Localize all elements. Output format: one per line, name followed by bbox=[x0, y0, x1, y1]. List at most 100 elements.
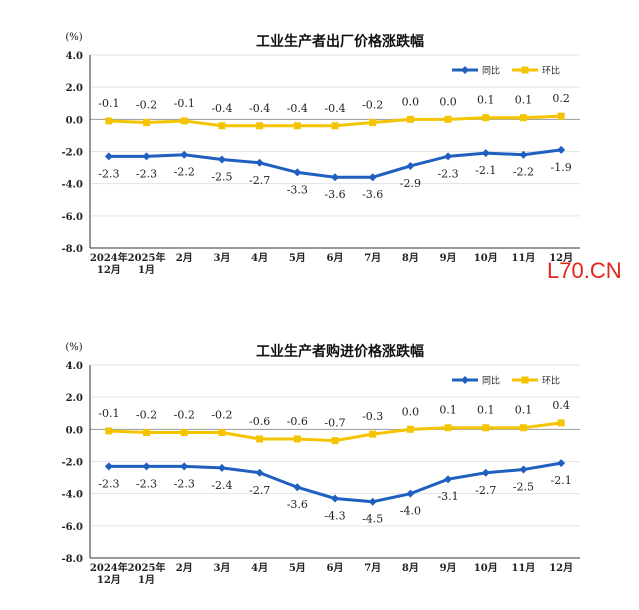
data-label-yoy: -2.7 bbox=[249, 484, 270, 497]
x-tick-label: 2025年 bbox=[128, 251, 166, 264]
x-tick-label: 1月 bbox=[138, 574, 155, 586]
series-marker-yoy bbox=[519, 465, 528, 474]
series-marker-mom bbox=[406, 425, 414, 433]
data-label-yoy: -2.1 bbox=[551, 474, 572, 487]
x-tick-label: 7月 bbox=[364, 252, 381, 264]
data-label-yoy: -2.5 bbox=[513, 481, 534, 494]
y-tick-label: 2.0 bbox=[66, 83, 83, 94]
data-label-mom: -0.4 bbox=[324, 102, 345, 115]
data-label-mom: 0.1 bbox=[515, 94, 533, 107]
y-tick-label: 0.0 bbox=[66, 115, 83, 126]
series-marker-yoy bbox=[255, 468, 264, 477]
data-label-yoy: -3.6 bbox=[324, 188, 345, 201]
x-tick-label: 2024年 bbox=[90, 251, 128, 264]
data-label-mom: -0.3 bbox=[362, 410, 383, 423]
data-label-yoy: -2.7 bbox=[475, 484, 496, 497]
y-tick-label: -4.0 bbox=[61, 490, 83, 501]
legend-label-mom: 环比 bbox=[542, 375, 560, 387]
y-tick-label: -8.0 bbox=[61, 244, 83, 255]
series-marker-mom bbox=[180, 117, 188, 125]
x-tick-label: 11月 bbox=[512, 252, 536, 264]
series-marker-mom bbox=[557, 112, 565, 120]
series-marker-mom bbox=[256, 122, 264, 130]
data-label-yoy: -3.6 bbox=[362, 188, 383, 201]
x-tick-label: 12月 bbox=[97, 264, 121, 276]
data-label-mom: -0.2 bbox=[211, 409, 232, 422]
y-tick-label: -6.0 bbox=[61, 212, 83, 223]
x-tick-label: 9月 bbox=[440, 562, 457, 574]
series-marker-yoy bbox=[406, 161, 415, 170]
x-tick-label: 5月 bbox=[289, 252, 306, 264]
y-unit-label: (%) bbox=[65, 32, 82, 43]
y-tick-label: 0.0 bbox=[66, 425, 83, 436]
x-tick-label: 12月 bbox=[549, 562, 573, 574]
data-label-yoy: -2.2 bbox=[174, 166, 195, 179]
series-marker-yoy bbox=[180, 150, 189, 159]
series-marker-yoy bbox=[444, 152, 453, 161]
legend-label-yoy: 同比 bbox=[482, 65, 500, 77]
series-marker-yoy bbox=[293, 168, 302, 177]
data-label-mom: -0.1 bbox=[98, 97, 119, 110]
series-marker-mom bbox=[482, 114, 490, 122]
series-marker-yoy bbox=[142, 152, 151, 161]
data-label-yoy: -2.9 bbox=[400, 177, 421, 190]
data-label-mom: 0.1 bbox=[515, 404, 533, 417]
series-marker-yoy bbox=[331, 494, 339, 503]
data-label-mom: -0.2 bbox=[174, 409, 195, 422]
series-marker-mom bbox=[406, 115, 414, 123]
series-marker-mom bbox=[444, 115, 452, 123]
series-marker-yoy bbox=[217, 155, 226, 164]
series-marker-mom bbox=[331, 437, 339, 445]
data-label-mom: -0.1 bbox=[98, 407, 119, 420]
data-label-mom: -0.2 bbox=[136, 99, 157, 112]
data-label-yoy: -3.6 bbox=[287, 498, 308, 511]
x-tick-label: 2月 bbox=[176, 562, 193, 574]
series-marker-yoy bbox=[104, 462, 113, 471]
data-label-mom: 0.4 bbox=[552, 399, 570, 412]
data-label-mom: -0.7 bbox=[324, 417, 345, 430]
series-marker-mom bbox=[143, 119, 151, 127]
y-tick-label: 4.0 bbox=[66, 51, 83, 62]
x-tick-label: 11月 bbox=[512, 562, 536, 574]
data-label-yoy: -2.1 bbox=[475, 164, 496, 177]
series-marker-mom bbox=[256, 435, 264, 443]
series-marker-yoy bbox=[255, 158, 264, 167]
series-marker-mom bbox=[519, 424, 527, 432]
data-label-yoy: -2.3 bbox=[174, 477, 195, 490]
series-marker-mom bbox=[369, 430, 377, 438]
data-label-mom: -0.4 bbox=[249, 102, 270, 115]
legend-marker-mom bbox=[521, 66, 529, 74]
data-label-yoy: -4.5 bbox=[362, 513, 383, 526]
data-label-yoy: -2.3 bbox=[437, 167, 458, 180]
series-marker-mom bbox=[218, 122, 226, 130]
series-marker-mom bbox=[143, 429, 151, 437]
series-marker-yoy bbox=[293, 483, 302, 492]
x-tick-label: 12月 bbox=[549, 252, 573, 264]
series-marker-yoy bbox=[481, 149, 490, 158]
x-tick-label: 2024年 bbox=[90, 561, 128, 574]
data-label-mom: -0.2 bbox=[362, 99, 383, 112]
y-tick-label: -8.0 bbox=[61, 554, 83, 565]
series-marker-mom bbox=[293, 435, 301, 443]
data-label-yoy: -3.1 bbox=[437, 490, 458, 503]
series-marker-mom bbox=[105, 117, 113, 125]
data-label-yoy: -2.3 bbox=[136, 167, 157, 180]
data-label-yoy: -2.3 bbox=[98, 167, 119, 180]
series-marker-mom bbox=[557, 419, 565, 427]
data-label-mom: -0.2 bbox=[136, 409, 157, 422]
data-label-mom: 0.1 bbox=[477, 404, 495, 417]
data-label-yoy: -2.5 bbox=[211, 171, 232, 184]
data-label-mom: -0.6 bbox=[287, 415, 308, 428]
data-label-yoy: -4.3 bbox=[324, 509, 345, 522]
x-tick-label: 6月 bbox=[327, 252, 344, 264]
ppi-output-chart: 工业生产者出厂价格涨跌幅 (%) 4.0 2.0 0.0 -2.0 -4.0 -6.0 -8.0… bbox=[0, 20, 639, 290]
series-marker-mom bbox=[180, 429, 188, 437]
data-label-yoy: -2.7 bbox=[249, 174, 270, 187]
series-marker-yoy bbox=[557, 459, 566, 468]
series-marker-yoy bbox=[217, 463, 226, 472]
series-marker-mom bbox=[482, 424, 490, 432]
x-tick-label: 3月 bbox=[213, 252, 230, 264]
x-tick-label: 10月 bbox=[474, 252, 498, 264]
data-label-yoy: -1.9 bbox=[551, 161, 572, 174]
series-marker-mom bbox=[444, 424, 452, 432]
